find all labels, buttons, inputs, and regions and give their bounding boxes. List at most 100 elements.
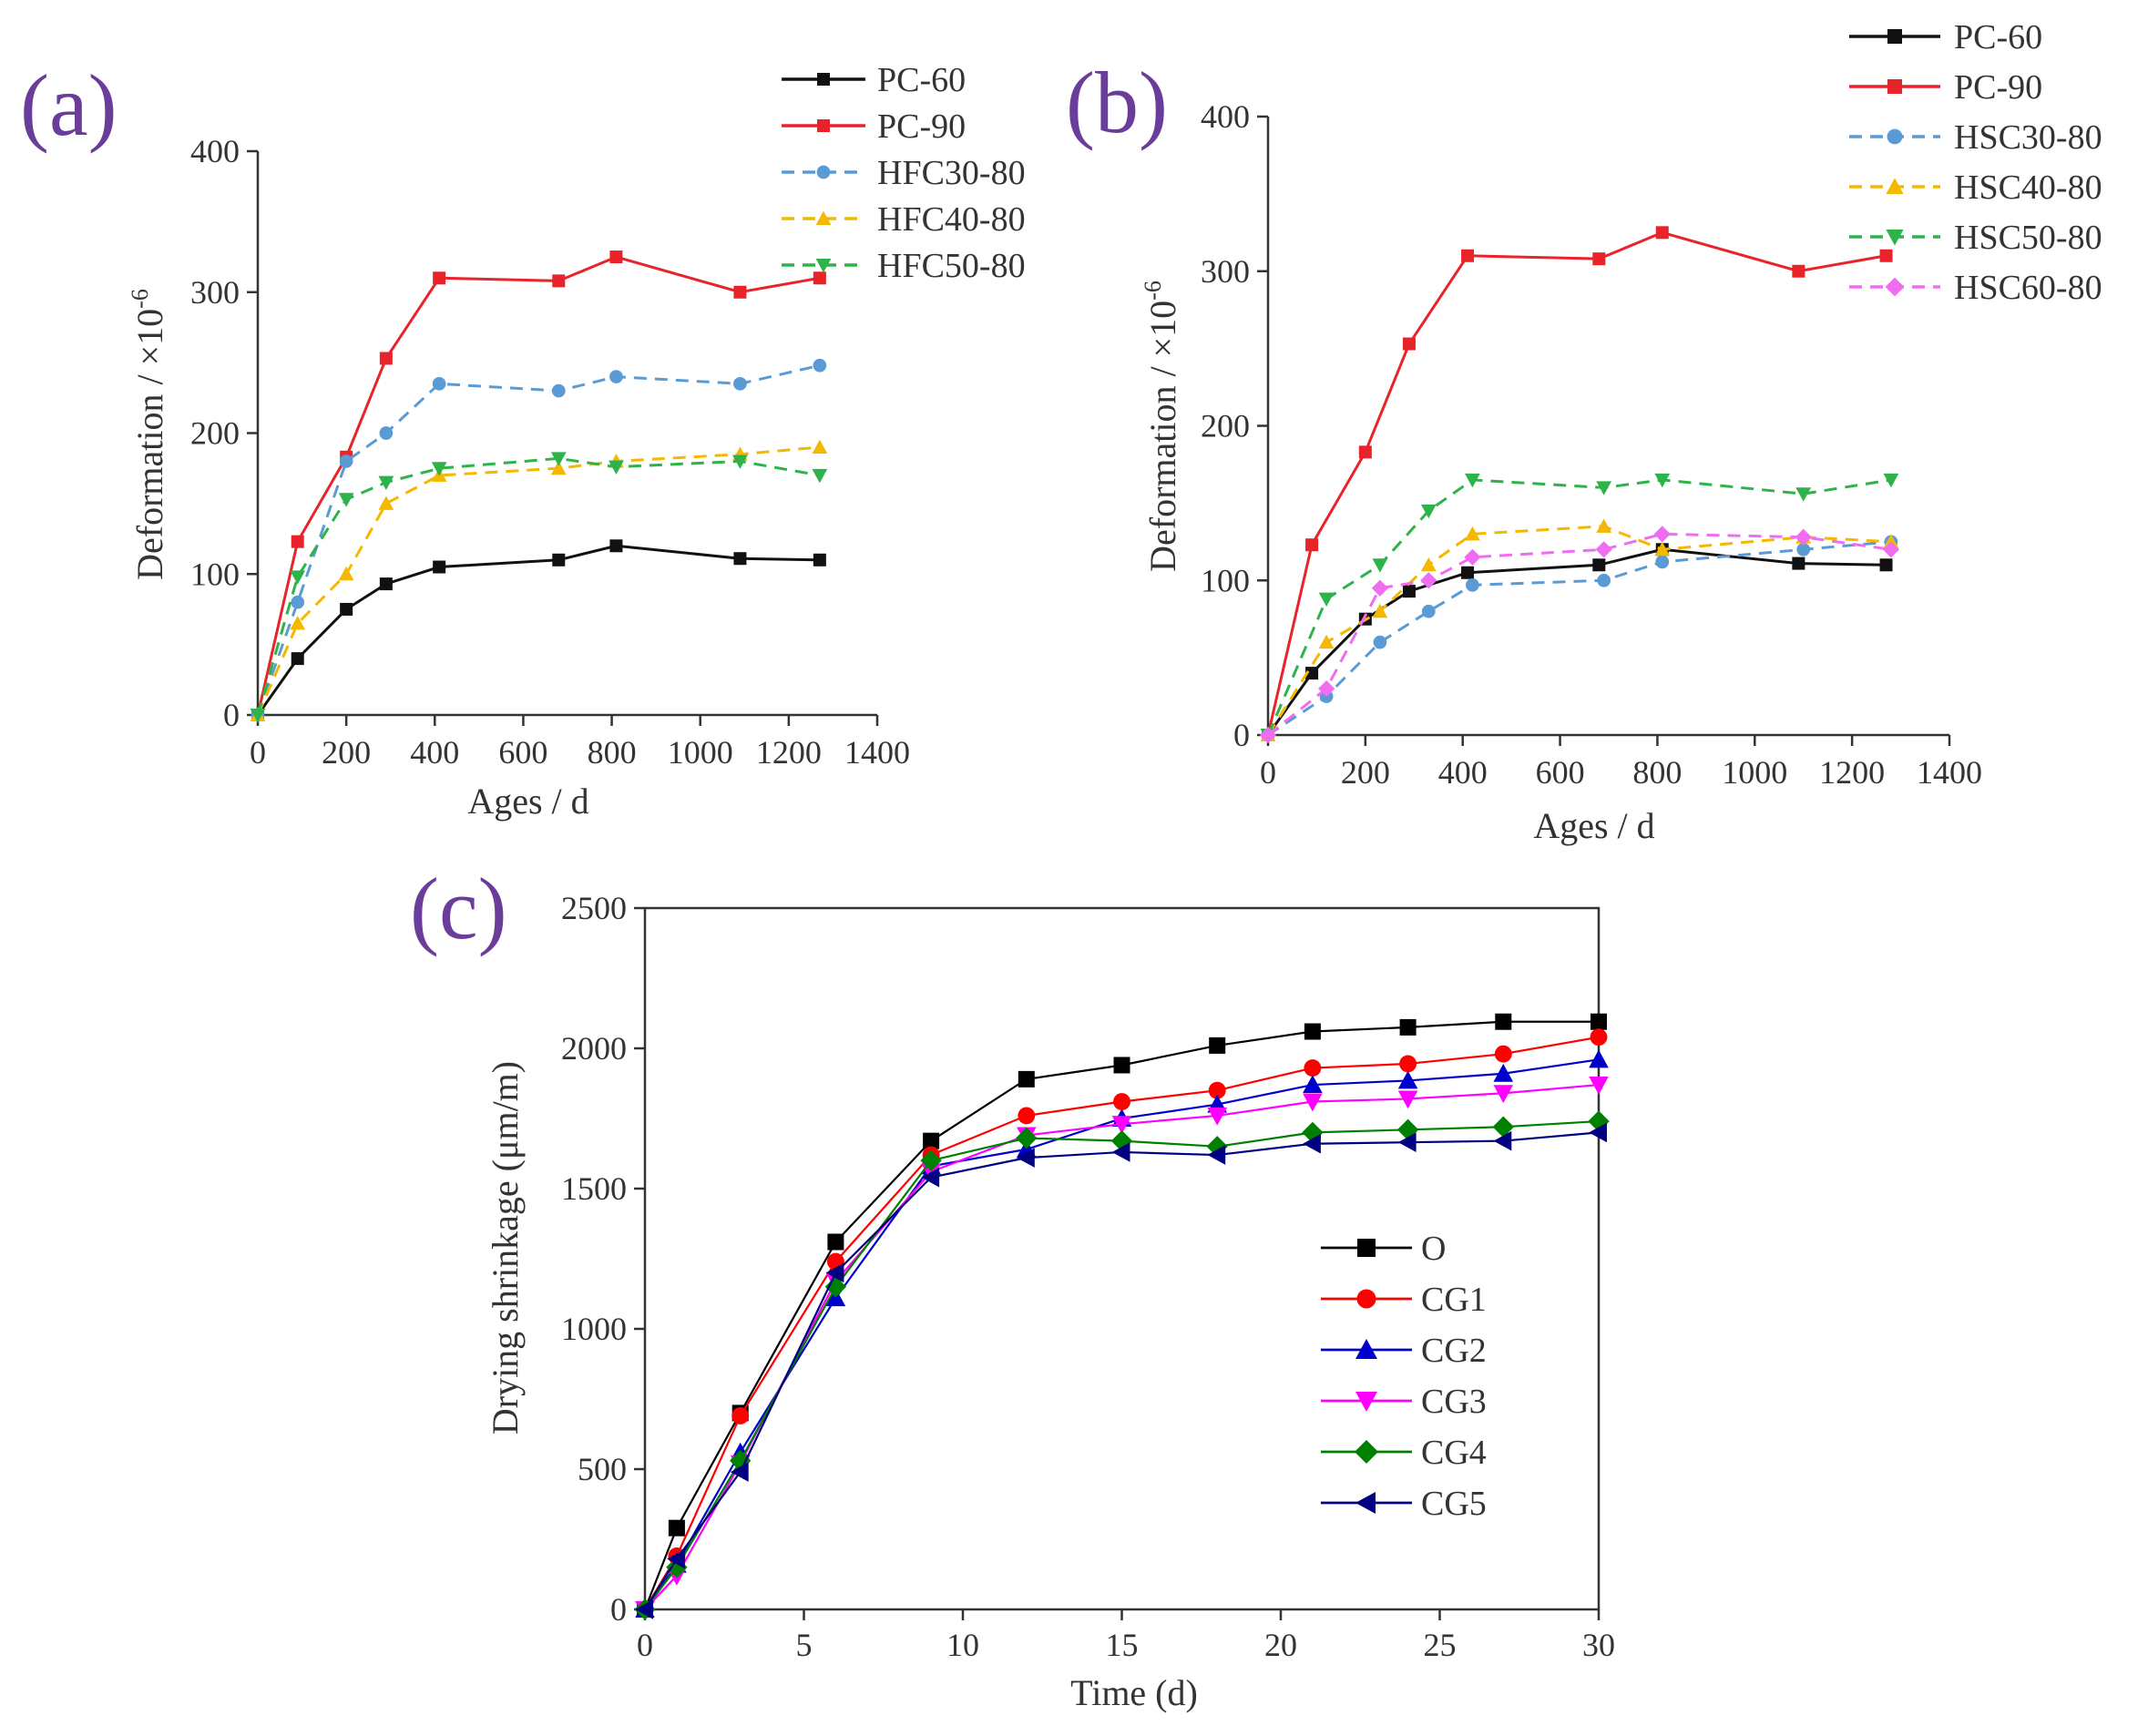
legend-label: CG1	[1421, 1281, 1487, 1319]
legend-label: HSC40-80	[1954, 168, 2102, 207]
series-line	[1266, 230, 1887, 736]
data-point	[1588, 1110, 1610, 1132]
data-point	[1493, 1063, 1514, 1082]
legend-label: O	[1421, 1230, 1446, 1268]
legend-label: PC-90	[877, 107, 966, 146]
data-point	[1018, 1070, 1035, 1088]
data-point	[290, 570, 306, 585]
x-axis-title: Time (d)	[1070, 1672, 1198, 1713]
legend-label: CG5	[1421, 1485, 1487, 1523]
y-tick-label: 0	[1233, 717, 1250, 753]
legend-item: HSC30-80	[1849, 118, 2102, 157]
chart-panel-2: (b) 0 200 400 600 800 1000 1200 1400 0 100 200 300 40…	[1066, 18, 2102, 846]
x-tick-label: 5	[796, 1627, 813, 1663]
data-point	[1589, 1122, 1607, 1143]
data-point	[1461, 249, 1475, 262]
data-point	[432, 376, 446, 391]
data-point	[1397, 1070, 1418, 1089]
data-point	[1883, 534, 1899, 548]
x-tick-label: 600	[498, 734, 547, 771]
x-tick-label: 1400	[1917, 754, 1982, 791]
series-line	[256, 445, 820, 716]
data-point	[824, 1276, 847, 1298]
data-point	[1402, 585, 1416, 598]
x-axis-title: Ages / d	[1533, 805, 1654, 846]
data-point	[1304, 1059, 1322, 1077]
x-tick-label: 400	[1438, 754, 1488, 791]
series-line	[256, 544, 820, 716]
legend-swatch-marker	[1887, 29, 1902, 44]
y-tick-label: 1000	[561, 1311, 627, 1347]
data-point	[338, 493, 354, 507]
data-point	[1318, 592, 1335, 608]
data-point	[1396, 1118, 1419, 1141]
data-point	[812, 468, 828, 484]
data-point	[920, 1149, 942, 1171]
data-point	[1397, 1132, 1417, 1152]
data-point	[338, 566, 354, 581]
x-tick-label: 0	[637, 1627, 653, 1663]
data-point	[1018, 1107, 1036, 1125]
data-point	[668, 1519, 685, 1537]
legend-swatch-marker	[1355, 1339, 1377, 1359]
data-point	[1465, 473, 1480, 488]
series-HFC40-80	[250, 439, 828, 721]
chart-panel-1: (a) 0 200 400 600 800 1000 1200 1400 0 100 200 300 40…	[20, 56, 1026, 822]
data-point	[1655, 555, 1670, 569]
series-line	[1266, 478, 1892, 736]
data-point	[1589, 1077, 1609, 1095]
data-point	[733, 376, 747, 391]
legend-swatch-marker	[1887, 128, 1903, 145]
series-line	[644, 1119, 1600, 1610]
series-line	[1267, 532, 1892, 737]
y-axis-title: Deformation / ×10-6	[1140, 281, 1183, 572]
data-point	[291, 652, 304, 666]
data-point	[250, 709, 266, 723]
y-tick-label: 2500	[561, 890, 627, 926]
y-axis-title-exponent: -6	[1140, 281, 1166, 301]
y-tick-label: 300	[190, 274, 240, 311]
legend-swatch-marker	[815, 210, 832, 225]
series-line	[256, 456, 821, 716]
y-tick-label: 100	[1201, 562, 1250, 598]
data-point	[1653, 526, 1671, 543]
data-point	[1111, 1142, 1130, 1162]
data-point	[1420, 572, 1437, 589]
data-point	[635, 1599, 653, 1619]
data-point	[1592, 252, 1606, 266]
panel-label: (b)	[1066, 54, 1168, 151]
panel-label: (a)	[20, 56, 118, 154]
legend-swatch-marker	[817, 73, 830, 86]
y-axis-title: Deformation / ×10-6	[127, 289, 170, 580]
data-point	[1207, 1145, 1226, 1165]
data-point	[1318, 679, 1335, 698]
data-point	[813, 358, 827, 373]
data-point	[1795, 528, 1812, 546]
data-point	[1016, 1127, 1038, 1149]
data-point	[1358, 445, 1372, 459]
data-point	[609, 250, 623, 264]
data-point	[1796, 542, 1811, 557]
data-point	[552, 553, 566, 567]
y-axis-title-exponent: -6	[127, 289, 153, 309]
data-point	[551, 383, 566, 398]
x-tick-label: 1400	[844, 734, 910, 771]
legend-item: CG5	[1321, 1485, 1487, 1523]
data-point	[433, 271, 446, 285]
data-point	[431, 462, 447, 476]
data-point	[1113, 1057, 1130, 1074]
legend-label: CG2	[1421, 1332, 1487, 1370]
legend: O CG1 CG2 CG3 CG4 CG5	[1321, 1230, 1487, 1523]
data-point	[1596, 518, 1612, 533]
y-tick-label: 0	[610, 1591, 627, 1628]
data-point	[1461, 566, 1475, 579]
data-point	[1590, 1028, 1608, 1047]
data-point	[339, 454, 353, 468]
legend-swatch-marker	[816, 165, 831, 179]
y-tick-label: 1500	[561, 1170, 627, 1207]
data-point	[1402, 337, 1416, 351]
x-tick-label: 15	[1106, 1627, 1139, 1663]
series-line	[256, 255, 821, 716]
legend-swatch-marker	[1886, 230, 1904, 246]
data-point	[1592, 558, 1606, 572]
